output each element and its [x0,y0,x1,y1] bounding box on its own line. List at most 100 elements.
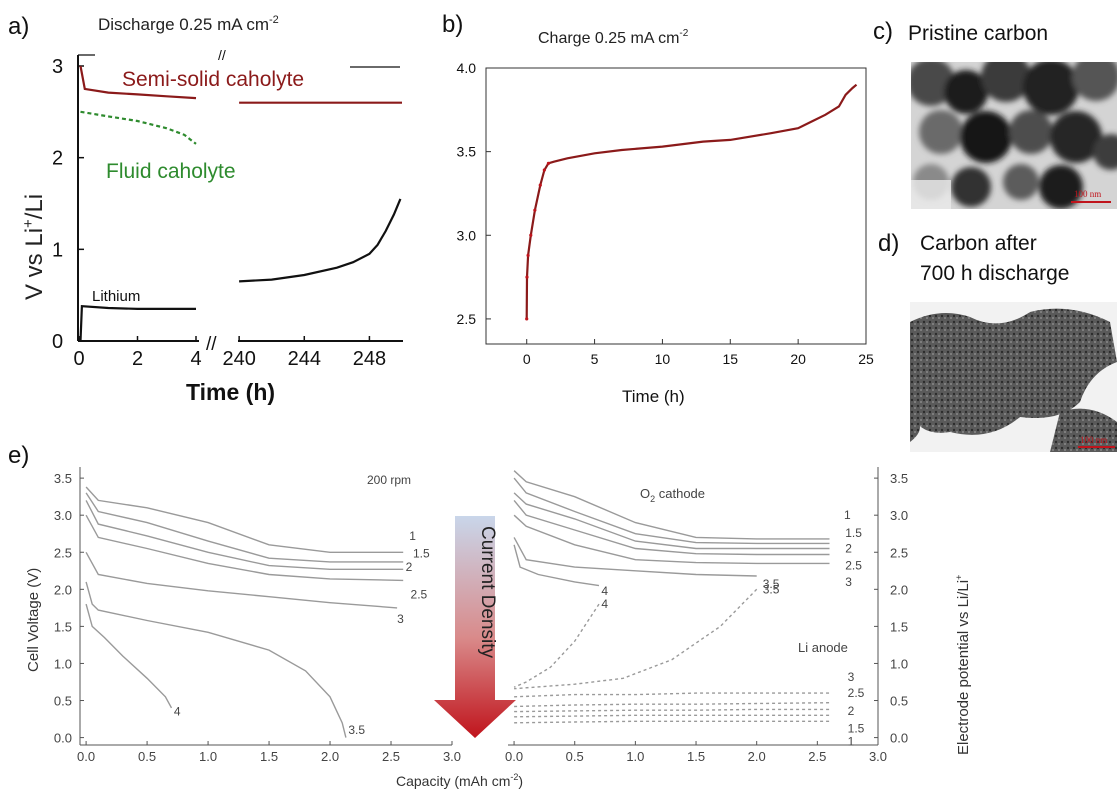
panel-e-right-ytick-label: 2.0 [890,582,908,597]
panel-b-title: Charge 0.25 mA cm-2 [538,28,689,47]
panel-e-left-ytick-label: 2.0 [54,582,72,597]
panel-b-xtick-label: 20 [790,351,806,367]
panel-b: b) Charge 0.25 mA cm-2 0 5 10 15 20 25 2.5 3.0 3… [442,11,874,406]
panel-e-right-cathode-label-1.5: 1.5 [845,526,862,540]
panel-e-left-curve-label-3: 3 [397,612,404,626]
panel-e-left-annotation: 200 rpm [367,473,411,487]
panel-e-right-anode-1 [514,720,830,724]
panel-e-right-xtick-label: 2.5 [808,749,826,764]
panel-e-left-ytick-label: 3.0 [54,508,72,523]
tem-c-scale-label: 100 nm [1074,189,1102,199]
panel-a: a) Discharge 0.25 mA cm-2 V vs Li+/Li //… [8,13,403,405]
panel-e-right-cathode-3.5 [513,537,757,577]
panel-e-right-ytick-label: 2.5 [890,545,908,560]
panel-e-left-curve-3 [85,551,398,609]
panel-e-right-ylabel: Electrode potential vs Li/Li+ [954,575,972,755]
panel-a-ytick-label: 1 [52,239,63,261]
panel-e-right-anode-3.5 [514,588,758,690]
panel-e-right-xtick-label: 0.5 [566,749,584,764]
panel-a-xtick-label: 240 [222,348,255,370]
panel-e-left-xtick-label: 1.0 [199,749,217,764]
panel-e-right-ytick-label: 1.0 [890,656,908,671]
panel-e-right-cathode-label-3.5: 3.5 [763,577,780,591]
panel-e-right-anode-label-2: 2 [848,704,855,718]
panel-e-right-anode-1.5 [514,714,830,718]
panel-e-left-ytick-label: 0.5 [54,694,72,709]
panel-a-label-semi-solid: Semi-solid caholyte [122,68,304,91]
panel-a-line-semi-solid-caholyte-seg1 [79,65,197,100]
panel-b-point [529,233,533,237]
panel-a-ytick-label: 0 [52,331,63,353]
panel-e-right-anode-3 [514,692,830,698]
panel-e-right-anode-label-1: 1 [848,734,855,748]
panel-a-letter: a) [8,13,29,40]
tem-image-carbon-after-discharge: 100 nm [910,302,1117,452]
panel-e-left-curve-label-2: 2 [406,560,413,574]
panel-b-point [538,183,542,187]
panel-e-right-xtick-label: 3.0 [869,749,887,764]
panel-b-point [546,161,551,165]
panel-e-right-ticks: 0.0 0.5 1.0 1.5 2.0 2.5 3.00.00.51.01.52.02.53… [505,471,908,764]
panel-b-letter: b) [442,11,463,38]
panel-a-xtick-label: 244 [288,348,321,370]
panel-e-left-xtick-label: 2.0 [321,749,339,764]
panel-e-right-ytick-label: 0.5 [890,694,908,709]
panel-e-right-cathode-label-4: 4 [601,584,608,598]
panel-b-xtick-label: 10 [655,351,671,367]
panel-e-left-curve-label-3.5: 3.5 [348,723,365,737]
panel-e-left-curve-label-2.5: 2.5 [411,588,428,602]
panel-a-xtick-label: 0 [73,348,84,370]
panel-b-xlabel: Time (h) [622,387,685,406]
panel-e-left-xtick-label: 0.5 [138,749,156,764]
panel-e-right-anode-label-4: 4 [601,597,608,611]
panel-e-left-ytick-label: 0.0 [54,731,72,746]
panel-e-right-anode-label-1.5: 1.5 [848,722,865,736]
panel-a-line-lithium-seg1 [79,305,196,342]
panel-e-left-curve-1.5 [85,492,404,563]
panel-e: e) Cell Voltage (V) 200 rpm 0.0 0.5 1.0 1.5… [8,442,972,789]
panel-e-left-ytick-label: 1.5 [54,619,72,634]
panel-b-ytick-label: 4.0 [457,60,477,76]
current-density-arrow: Current Density [434,516,516,738]
panel-e-left-xtick-label: 3.0 [443,749,461,764]
panel-e-left-ytick-label: 3.5 [54,471,72,486]
panel-e-right-anode-label-3: 3 [848,670,855,684]
panel-e-right-cathode-1 [513,470,830,540]
panel-b-xtick-label: 25 [858,351,874,367]
panel-e-right-anode-4 [513,603,600,688]
panel-d: d) Carbon after 700 h discharge [878,230,1069,285]
panel-e-right-cathode-4 [513,544,600,587]
panel-d-caption-line2: 700 h discharge [920,262,1069,285]
panel-a-title: Discharge 0.25 mA cm-2 [98,14,279,34]
panel-e-right-xtick-label: 1.0 [626,749,644,764]
panel-e-left-curve-3.5 [85,581,347,738]
panel-e-right-anode-label-2.5: 2.5 [848,686,865,700]
panel-a-ylabel: V vs Li+/Li [20,194,48,300]
panel-e-left-curve-label-4: 4 [174,705,181,719]
panel-b-series [525,83,858,321]
panel-a-line-fluid-caholyte-seg1 [80,110,197,145]
panel-e-right-ytick-label: 1.5 [890,619,908,634]
panel-c: c) Pristine carbon [873,18,1048,45]
panel-b-point [533,208,537,212]
panel-a-ytick-label: 3 [52,56,63,78]
panel-e-left-curve-4 [85,603,173,709]
panel-c-caption: Pristine carbon [908,22,1048,45]
panel-e-xlabel: Capacity (mAh cm-2) [396,772,523,789]
panel-e-right-anode-2.5 [514,702,830,708]
panel-e-right-xtick-label: 1.5 [687,749,705,764]
tem-d-scale-label: 100 nm [1080,435,1108,445]
current-density-arrow-shape [434,516,516,738]
panel-a-break-mark-bottom: // [206,334,217,355]
panel-a-ytick-label: 2 [52,148,63,170]
panel-e-left-curve-2.5 [85,514,404,582]
panel-e-left-ytick-label: 2.5 [54,545,72,560]
panel-e-right-cathode-2.5 [513,499,830,556]
tem-image-pristine-carbon: 100 nm [911,62,1117,209]
panel-b-xtick-label: 0 [523,351,531,367]
panel-e-right-xtick-label: 0.0 [505,749,523,764]
panel-e-left-series: 1 1.52 2.5 3 3.5 4 [85,486,430,738]
panel-e-left-xtick-label: 2.5 [382,749,400,764]
